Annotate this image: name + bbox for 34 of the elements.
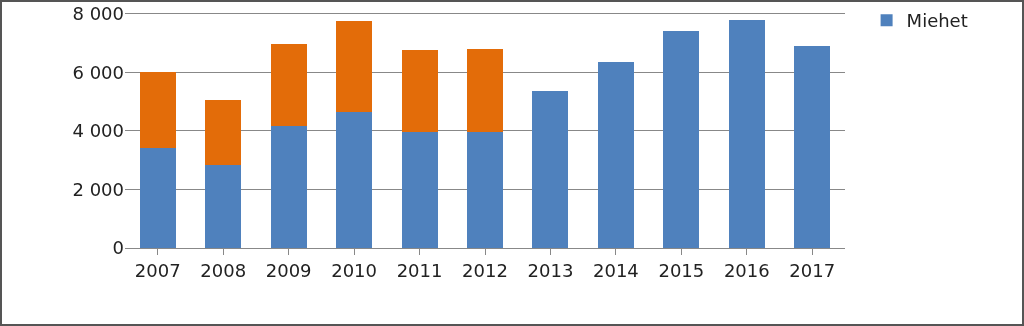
bar <box>336 21 373 112</box>
x-tick-label: 2014 <box>593 259 639 281</box>
bar <box>467 132 503 248</box>
bar <box>139 148 176 248</box>
bar <box>139 72 176 149</box>
bar <box>597 62 634 248</box>
legend-label: Miehet <box>906 10 968 32</box>
x-tick-label: 2009 <box>265 259 312 281</box>
x-tick-label: 2016 <box>723 259 770 281</box>
x-tick-label: 2013 <box>527 259 574 281</box>
bar <box>336 111 373 248</box>
y-tick-label: 0 <box>112 237 124 259</box>
x-tick-label: 2010 <box>331 259 377 281</box>
bar <box>663 31 700 248</box>
x-tick-label: 2011 <box>396 259 443 281</box>
bar <box>205 164 242 248</box>
x-tick-label: 2012 <box>462 259 508 281</box>
bar <box>205 100 242 165</box>
bar <box>467 48 503 133</box>
y-tick-label: 4 000 <box>72 120 124 142</box>
bar <box>270 126 307 248</box>
x-tick-label: 2007 <box>134 259 181 281</box>
x-tick-label: 2008 <box>200 259 247 281</box>
y-tick-label: 8 000 <box>72 3 124 25</box>
bar <box>401 132 438 248</box>
bar <box>728 19 765 248</box>
y-tick-label: 6 000 <box>72 61 124 83</box>
x-tick-label: 2015 <box>658 259 705 281</box>
bar <box>794 45 831 248</box>
bar <box>532 91 569 248</box>
bar <box>270 44 307 127</box>
bar <box>401 50 438 133</box>
y-tick-label: 2 000 <box>72 178 124 200</box>
x-tick-label: 2017 <box>789 259 836 281</box>
